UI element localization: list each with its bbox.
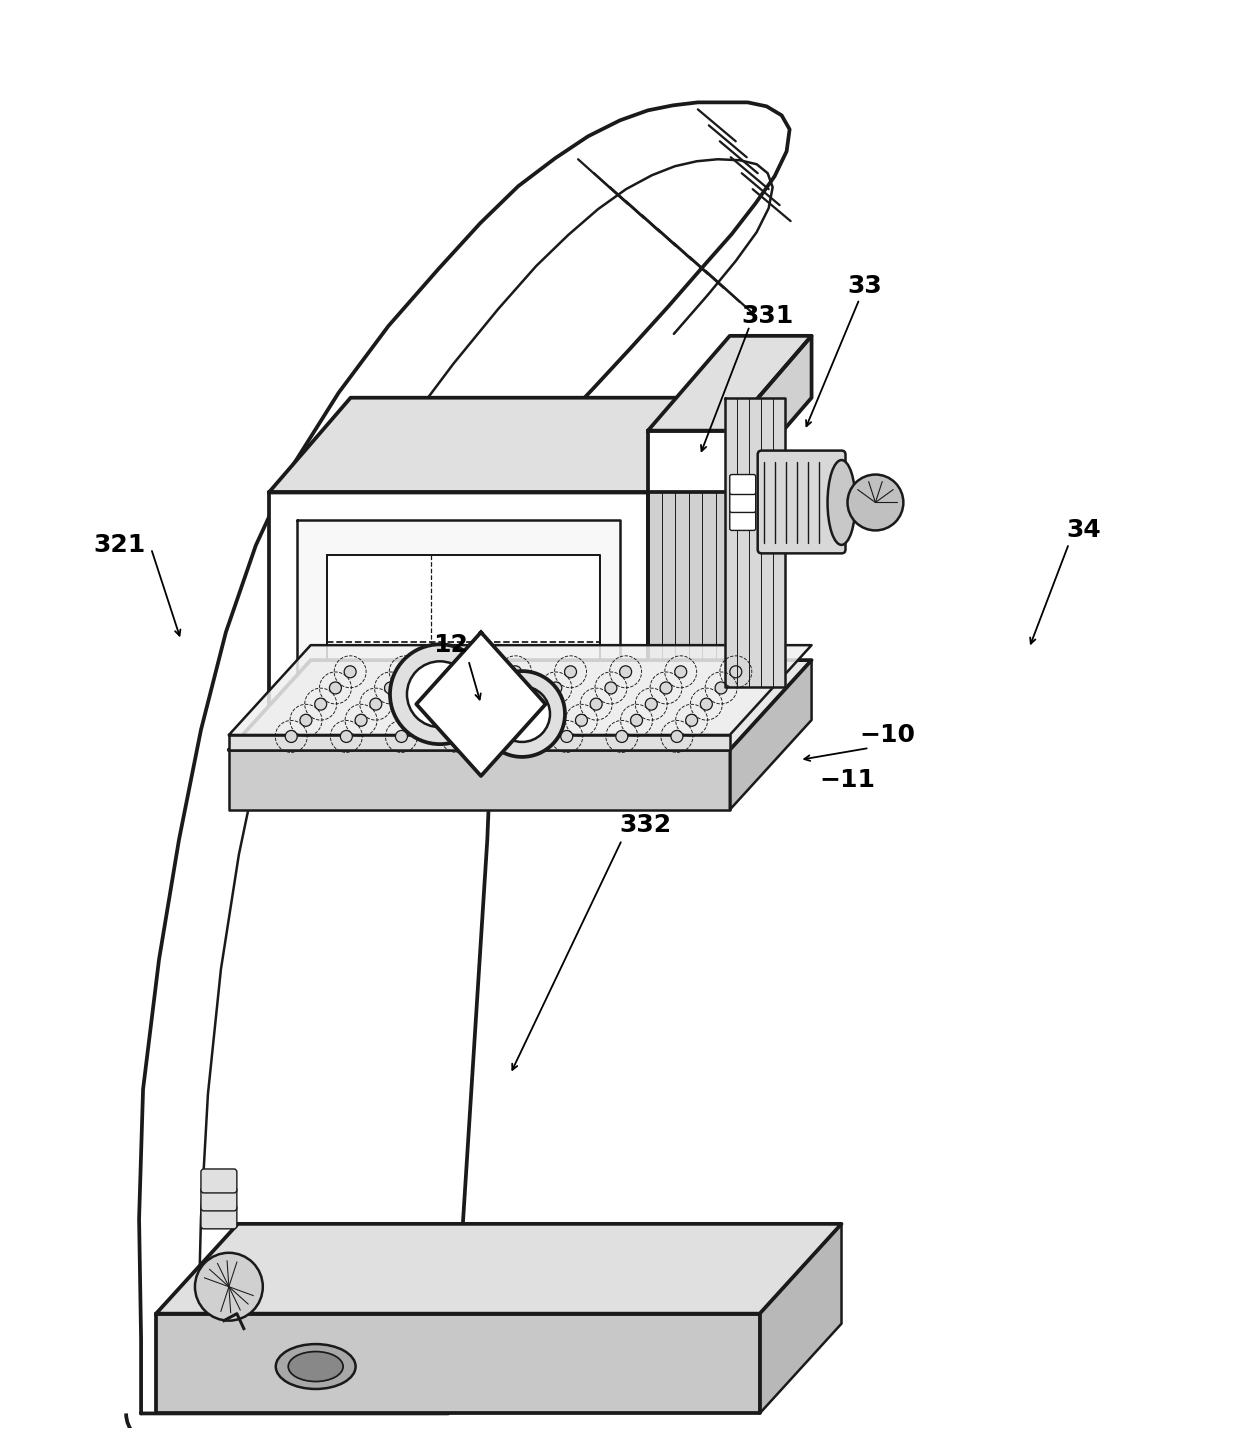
Circle shape bbox=[645, 698, 657, 711]
Text: 33: 33 bbox=[847, 275, 882, 297]
Circle shape bbox=[355, 715, 367, 726]
Circle shape bbox=[300, 715, 312, 726]
Circle shape bbox=[701, 698, 712, 711]
Text: 321: 321 bbox=[93, 533, 145, 558]
Circle shape bbox=[549, 682, 562, 694]
Text: −11: −11 bbox=[820, 768, 875, 792]
Text: 34: 34 bbox=[1066, 519, 1101, 542]
Polygon shape bbox=[326, 555, 600, 692]
Polygon shape bbox=[269, 398, 730, 492]
Polygon shape bbox=[229, 661, 811, 749]
Circle shape bbox=[605, 682, 616, 694]
Polygon shape bbox=[269, 492, 649, 749]
Circle shape bbox=[564, 666, 577, 678]
Circle shape bbox=[675, 666, 687, 678]
Circle shape bbox=[521, 715, 532, 726]
Text: 12: 12 bbox=[433, 633, 467, 658]
Circle shape bbox=[686, 715, 698, 726]
Circle shape bbox=[494, 686, 551, 742]
Text: 331: 331 bbox=[742, 305, 794, 327]
Polygon shape bbox=[296, 521, 620, 722]
FancyBboxPatch shape bbox=[730, 492, 755, 512]
Circle shape bbox=[620, 666, 631, 678]
Circle shape bbox=[536, 698, 547, 711]
Circle shape bbox=[631, 715, 642, 726]
Circle shape bbox=[391, 645, 490, 744]
Polygon shape bbox=[156, 1224, 842, 1314]
Circle shape bbox=[195, 1253, 263, 1321]
Circle shape bbox=[340, 731, 352, 742]
Circle shape bbox=[510, 666, 522, 678]
Polygon shape bbox=[760, 1224, 842, 1413]
Ellipse shape bbox=[827, 460, 856, 545]
Polygon shape bbox=[156, 1314, 760, 1413]
Circle shape bbox=[671, 731, 683, 742]
Circle shape bbox=[450, 731, 463, 742]
Ellipse shape bbox=[288, 1351, 343, 1381]
Circle shape bbox=[560, 731, 573, 742]
Ellipse shape bbox=[275, 1344, 356, 1389]
Polygon shape bbox=[649, 336, 811, 430]
Circle shape bbox=[370, 698, 382, 711]
Circle shape bbox=[425, 698, 436, 711]
Polygon shape bbox=[649, 430, 730, 492]
FancyBboxPatch shape bbox=[730, 511, 755, 531]
Circle shape bbox=[847, 475, 904, 531]
Circle shape bbox=[480, 698, 492, 711]
Polygon shape bbox=[649, 398, 730, 749]
Polygon shape bbox=[730, 336, 811, 492]
Polygon shape bbox=[724, 398, 785, 686]
FancyBboxPatch shape bbox=[201, 1205, 237, 1228]
FancyBboxPatch shape bbox=[201, 1168, 237, 1193]
Circle shape bbox=[440, 682, 451, 694]
Text: −10: −10 bbox=[859, 724, 915, 746]
Circle shape bbox=[730, 666, 742, 678]
Circle shape bbox=[715, 682, 727, 694]
Circle shape bbox=[399, 666, 412, 678]
Circle shape bbox=[590, 698, 603, 711]
Circle shape bbox=[465, 715, 477, 726]
Polygon shape bbox=[139, 103, 790, 1413]
Circle shape bbox=[454, 666, 466, 678]
Circle shape bbox=[285, 731, 298, 742]
Polygon shape bbox=[417, 632, 546, 776]
Circle shape bbox=[506, 731, 517, 742]
Circle shape bbox=[660, 682, 672, 694]
Circle shape bbox=[479, 671, 565, 756]
Circle shape bbox=[407, 661, 472, 728]
Text: 332: 332 bbox=[619, 812, 671, 837]
FancyBboxPatch shape bbox=[201, 1187, 237, 1211]
Circle shape bbox=[345, 666, 356, 678]
Circle shape bbox=[330, 682, 341, 694]
FancyBboxPatch shape bbox=[730, 475, 755, 495]
Circle shape bbox=[384, 682, 397, 694]
Polygon shape bbox=[229, 735, 730, 749]
Polygon shape bbox=[229, 645, 811, 735]
Polygon shape bbox=[229, 749, 730, 809]
Circle shape bbox=[315, 698, 326, 711]
Circle shape bbox=[410, 715, 422, 726]
Circle shape bbox=[396, 731, 408, 742]
Circle shape bbox=[495, 682, 507, 694]
Polygon shape bbox=[730, 661, 811, 809]
Circle shape bbox=[616, 731, 627, 742]
Circle shape bbox=[575, 715, 588, 726]
FancyBboxPatch shape bbox=[758, 450, 846, 553]
